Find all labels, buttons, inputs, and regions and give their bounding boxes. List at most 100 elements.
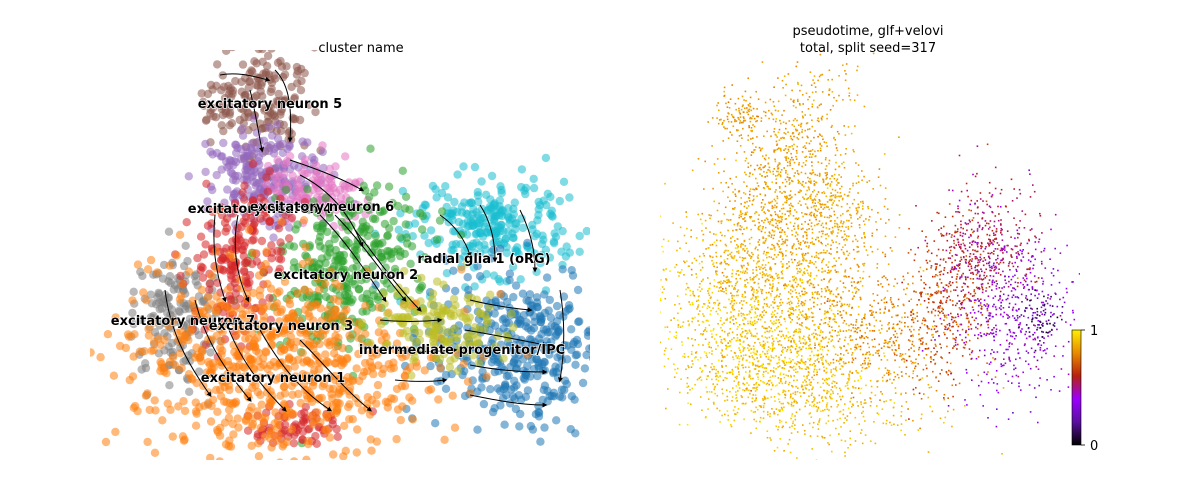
cluster-point xyxy=(373,391,381,399)
pseudotime-point xyxy=(747,78,749,80)
pseudotime-point xyxy=(756,289,758,291)
cluster-point xyxy=(160,336,168,344)
cluster-point xyxy=(389,217,397,225)
pseudotime-point xyxy=(777,313,779,315)
pseudotime-point xyxy=(854,258,856,260)
pseudotime-point xyxy=(760,193,762,195)
pseudotime-point xyxy=(796,158,798,160)
pseudotime-point xyxy=(740,134,742,136)
pseudotime-point xyxy=(779,163,781,165)
pseudotime-point xyxy=(805,147,807,149)
pseudotime-point xyxy=(753,195,755,197)
cluster-point xyxy=(230,341,238,349)
pseudotime-point xyxy=(739,228,741,230)
pseudotime-point xyxy=(888,219,890,221)
pseudotime-point xyxy=(791,90,793,92)
cluster-point xyxy=(533,216,541,224)
pseudotime-point xyxy=(821,145,823,147)
pseudotime-point xyxy=(810,194,812,196)
cluster-point xyxy=(267,430,275,438)
pseudotime-point xyxy=(799,132,801,134)
pseudotime-point xyxy=(770,221,772,223)
cluster-point xyxy=(543,387,551,395)
pseudotime-point xyxy=(813,206,815,208)
pseudotime-point xyxy=(871,235,873,237)
pseudotime-point xyxy=(864,402,866,404)
cluster-point xyxy=(416,209,424,217)
pseudotime-point xyxy=(791,254,793,256)
cluster-point xyxy=(269,233,277,241)
cluster-point xyxy=(334,297,342,305)
pseudotime-point xyxy=(809,219,811,221)
pseudotime-point xyxy=(821,215,823,217)
cluster-point xyxy=(546,296,554,304)
pseudotime-point xyxy=(777,168,779,170)
pseudotime-point xyxy=(899,214,901,216)
cluster-point xyxy=(302,456,310,464)
pseudotime-point xyxy=(809,341,811,343)
cluster-point xyxy=(464,286,472,294)
cluster-point xyxy=(590,364,598,372)
pseudotime-point xyxy=(813,316,815,318)
pseudotime-point xyxy=(761,291,763,293)
pseudotime-point xyxy=(842,213,844,215)
cluster-point xyxy=(315,260,323,268)
cluster-point xyxy=(358,406,366,414)
pseudotime-point xyxy=(804,303,806,305)
pseudotime-point xyxy=(734,287,736,289)
cluster-point xyxy=(466,313,474,321)
pseudotime-point xyxy=(789,266,791,268)
cluster-point xyxy=(133,407,141,415)
pseudotime-point xyxy=(713,233,715,235)
pseudotime-point xyxy=(798,138,800,140)
cluster-point xyxy=(552,416,560,424)
pseudotime-point xyxy=(803,162,805,164)
cluster-point xyxy=(197,357,205,365)
pseudotime-point xyxy=(807,242,809,244)
pseudotime-point xyxy=(752,174,754,176)
pseudotime-point xyxy=(807,273,809,275)
pseudotime-point xyxy=(741,243,743,245)
cluster-point xyxy=(373,437,381,445)
pseudotime-point xyxy=(750,188,752,190)
pseudotime-point xyxy=(758,266,760,268)
pseudotime-point xyxy=(743,228,745,230)
cluster-point xyxy=(297,86,305,94)
cluster-point xyxy=(245,226,253,234)
pseudotime-point xyxy=(807,137,809,139)
pseudotime-point xyxy=(828,235,830,237)
pseudotime-point xyxy=(920,304,922,306)
cluster-point xyxy=(265,147,273,155)
pseudotime-point xyxy=(749,277,751,279)
pseudotime-point xyxy=(807,208,809,210)
pseudotime-point xyxy=(757,249,759,251)
cluster-point xyxy=(536,438,544,446)
pseudotime-point xyxy=(822,231,824,233)
pseudotime-point xyxy=(809,214,811,216)
pseudotime-point xyxy=(774,347,776,349)
cluster-point xyxy=(254,388,262,396)
pseudotime-point xyxy=(819,346,821,348)
pseudotime-point xyxy=(776,206,778,208)
cluster-point xyxy=(238,245,246,253)
cluster-point xyxy=(80,407,88,415)
pseudotime-point xyxy=(709,283,711,285)
cluster-point xyxy=(288,310,296,318)
cluster-point xyxy=(527,326,535,334)
pseudotime-point xyxy=(829,160,831,162)
pseudotime-point xyxy=(785,186,787,188)
pseudotime-point xyxy=(844,304,846,306)
pseudotime-point xyxy=(846,323,848,325)
pseudotime-point xyxy=(723,171,725,173)
pseudotime-point xyxy=(854,100,856,102)
pseudotime-point xyxy=(784,368,786,370)
pseudotime-point xyxy=(718,123,720,125)
pseudotime-point xyxy=(784,241,786,243)
cluster-point xyxy=(567,325,575,333)
pseudotime-point xyxy=(743,355,745,357)
pseudotime-point xyxy=(778,334,780,336)
pseudotime-point xyxy=(746,279,748,281)
cluster-point xyxy=(255,271,263,279)
pseudotime-point xyxy=(780,248,782,250)
pseudotime-point xyxy=(827,79,829,81)
